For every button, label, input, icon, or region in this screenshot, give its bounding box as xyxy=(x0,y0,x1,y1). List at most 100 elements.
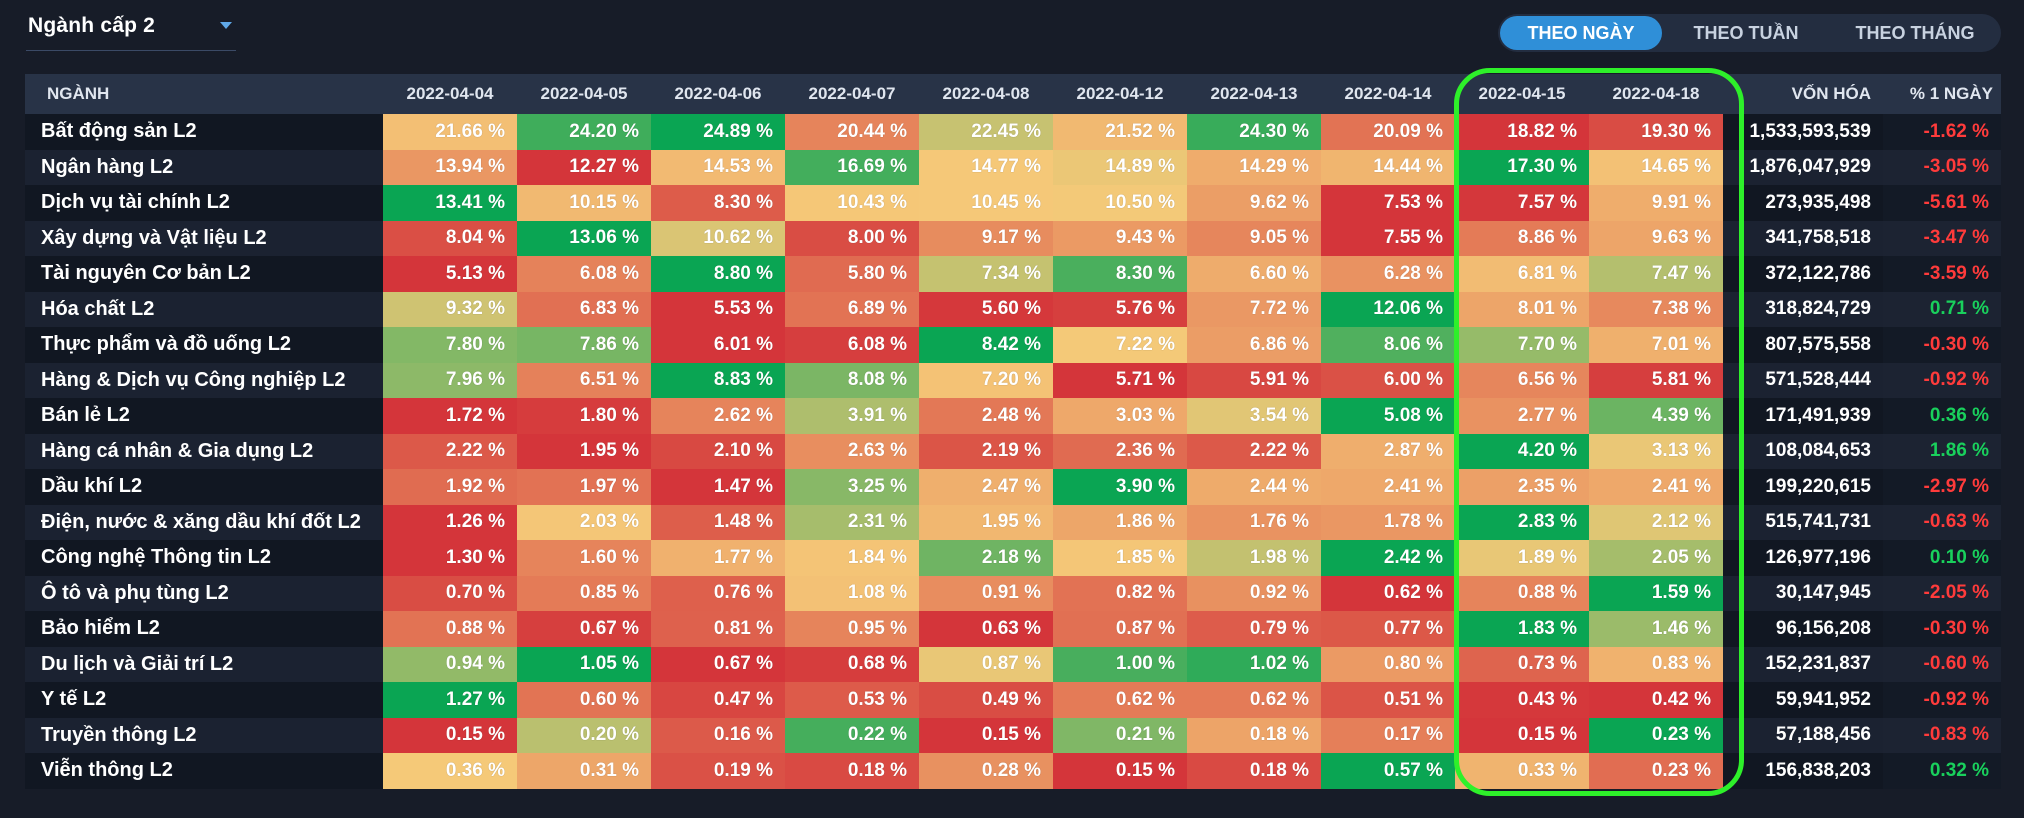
sector-name[interactable]: Hóa chất L2 xyxy=(25,291,383,327)
heat-cell[interactable]: 2.05 % xyxy=(1589,540,1723,576)
heat-cell[interactable]: 6.81 % xyxy=(1455,256,1589,292)
heat-cell[interactable]: 5.53 % xyxy=(651,291,785,327)
heat-cell[interactable]: 2.18 % xyxy=(919,540,1053,576)
heat-cell[interactable]: 7.70 % xyxy=(1455,327,1589,363)
heat-cell[interactable]: 3.91 % xyxy=(785,398,919,434)
heat-cell[interactable]: 1.30 % xyxy=(383,540,517,576)
heat-cell[interactable]: 22.45 % xyxy=(919,114,1053,150)
table-row[interactable]: Hàng & Dịch vụ Công nghiệp L2 7.96 % 6.51 … xyxy=(25,362,2001,398)
heat-cell[interactable]: 2.47 % xyxy=(919,469,1053,505)
heat-cell[interactable]: 0.67 % xyxy=(651,646,785,682)
heat-cell[interactable]: 14.53 % xyxy=(651,149,785,185)
table-row[interactable]: Ngân hàng L2 13.94 % 12.27 % 14.53 % 16.69 %… xyxy=(25,149,2001,185)
heat-cell[interactable]: 0.31 % xyxy=(517,753,651,789)
heat-cell[interactable]: 21.52 % xyxy=(1053,114,1187,150)
heat-cell[interactable]: 0.43 % xyxy=(1455,682,1589,718)
heat-cell[interactable]: 4.39 % xyxy=(1589,398,1723,434)
heat-cell[interactable]: 8.30 % xyxy=(1053,256,1187,292)
heat-cell[interactable]: 6.83 % xyxy=(517,291,651,327)
heat-cell[interactable]: 1.59 % xyxy=(1589,575,1723,611)
header-date[interactable]: 2022-04-12 xyxy=(1053,74,1187,114)
heat-cell[interactable]: 0.81 % xyxy=(651,611,785,647)
heat-cell[interactable]: 0.68 % xyxy=(785,646,919,682)
heat-cell[interactable]: 0.92 % xyxy=(1187,575,1321,611)
heat-cell[interactable]: 14.29 % xyxy=(1187,149,1321,185)
heat-cell[interactable]: 24.20 % xyxy=(517,114,651,150)
heat-cell[interactable]: 0.62 % xyxy=(1187,682,1321,718)
heat-cell[interactable]: 0.79 % xyxy=(1187,611,1321,647)
header-date[interactable]: 2022-04-06 xyxy=(651,74,785,114)
header-date[interactable]: 2022-04-13 xyxy=(1187,74,1321,114)
table-row[interactable]: Bảo hiểm L2 0.88 % 0.67 % 0.81 % 0.95 % 0.63 … xyxy=(25,611,2001,647)
heat-cell[interactable]: 16.69 % xyxy=(785,149,919,185)
table-row[interactable]: Hóa chất L2 9.32 % 6.83 % 5.53 % 6.89 % 5.60 … xyxy=(25,291,2001,327)
heat-cell[interactable]: 12.27 % xyxy=(517,149,651,185)
table-row[interactable]: Y tế L2 1.27 % 0.60 % 0.47 % 0.53 % 0.49 % 0.6… xyxy=(25,682,2001,718)
heat-cell[interactable]: 5.60 % xyxy=(919,291,1053,327)
heat-cell[interactable]: 1.27 % xyxy=(383,682,517,718)
heat-cell[interactable]: 0.15 % xyxy=(919,717,1053,753)
heat-cell[interactable]: 9.63 % xyxy=(1589,220,1723,256)
heat-cell[interactable]: 2.36 % xyxy=(1053,433,1187,469)
sector-name[interactable]: Dịch vụ tài chính L2 xyxy=(25,185,383,221)
heat-cell[interactable]: 2.35 % xyxy=(1455,469,1589,505)
heat-cell[interactable]: 0.62 % xyxy=(1321,575,1455,611)
header-date[interactable]: 2022-04-15 xyxy=(1455,74,1589,114)
heat-cell[interactable]: 0.63 % xyxy=(919,611,1053,647)
heat-cell[interactable]: 13.06 % xyxy=(517,220,651,256)
heat-cell[interactable]: 14.89 % xyxy=(1053,149,1187,185)
heat-cell[interactable]: 2.87 % xyxy=(1321,433,1455,469)
heat-cell[interactable]: 6.86 % xyxy=(1187,327,1321,363)
heat-cell[interactable]: 0.17 % xyxy=(1321,717,1455,753)
heat-cell[interactable]: 20.09 % xyxy=(1321,114,1455,150)
sector-name[interactable]: Điện, nước & xăng dầu khí đốt L2 xyxy=(25,504,383,540)
heat-cell[interactable]: 19.30 % xyxy=(1589,114,1723,150)
heat-cell[interactable]: 1.84 % xyxy=(785,540,919,576)
header-date[interactable]: 2022-04-14 xyxy=(1321,74,1455,114)
heat-cell[interactable]: 8.83 % xyxy=(651,362,785,398)
heat-cell[interactable]: 0.94 % xyxy=(383,646,517,682)
heat-cell[interactable]: 1.95 % xyxy=(919,504,1053,540)
heat-cell[interactable]: 5.08 % xyxy=(1321,398,1455,434)
heat-cell[interactable]: 7.86 % xyxy=(517,327,651,363)
heat-cell[interactable]: 3.13 % xyxy=(1589,433,1723,469)
heat-cell[interactable]: 0.21 % xyxy=(1053,717,1187,753)
sector-name[interactable]: Viễn thông L2 xyxy=(25,753,383,789)
heat-cell[interactable]: 2.62 % xyxy=(651,398,785,434)
heat-cell[interactable]: 3.90 % xyxy=(1053,469,1187,505)
heat-cell[interactable]: 2.77 % xyxy=(1455,398,1589,434)
heat-cell[interactable]: 0.23 % xyxy=(1589,753,1723,789)
heat-cell[interactable]: 5.80 % xyxy=(785,256,919,292)
heat-cell[interactable]: 6.89 % xyxy=(785,291,919,327)
heat-cell[interactable]: 4.20 % xyxy=(1455,433,1589,469)
heat-cell[interactable]: 7.01 % xyxy=(1589,327,1723,363)
heat-cell[interactable]: 1.83 % xyxy=(1455,611,1589,647)
heat-cell[interactable]: 0.88 % xyxy=(383,611,517,647)
heat-cell[interactable]: 10.45 % xyxy=(919,185,1053,221)
heat-cell[interactable]: 9.91 % xyxy=(1589,185,1723,221)
table-row[interactable]: Hàng cá nhân & Gia dụng L2 2.22 % 1.95 % 2.… xyxy=(25,433,2001,469)
sector-level-dropdown[interactable]: Ngành cấp 2 xyxy=(26,10,236,51)
heat-cell[interactable]: 1.92 % xyxy=(383,469,517,505)
sector-name[interactable]: Tài nguyên Cơ bản L2 xyxy=(25,256,383,292)
heat-cell[interactable]: 0.53 % xyxy=(785,682,919,718)
heat-cell[interactable]: 7.55 % xyxy=(1321,220,1455,256)
heat-cell[interactable]: 2.12 % xyxy=(1589,504,1723,540)
header-date[interactable]: 2022-04-18 xyxy=(1589,74,1723,114)
heat-cell[interactable]: 21.66 % xyxy=(383,114,517,150)
heat-cell[interactable]: 10.43 % xyxy=(785,185,919,221)
heat-cell[interactable]: 8.30 % xyxy=(651,185,785,221)
heat-cell[interactable]: 0.85 % xyxy=(517,575,651,611)
table-row[interactable]: Điện, nước & xăng dầu khí đốt L2 1.26 % 2.… xyxy=(25,504,2001,540)
heat-cell[interactable]: 1.47 % xyxy=(651,469,785,505)
heat-cell[interactable]: 5.13 % xyxy=(383,256,517,292)
heat-cell[interactable]: 0.88 % xyxy=(1455,575,1589,611)
heat-cell[interactable]: 1.08 % xyxy=(785,575,919,611)
heat-cell[interactable]: 1.97 % xyxy=(517,469,651,505)
heat-cell[interactable]: 7.47 % xyxy=(1589,256,1723,292)
heat-cell[interactable]: 8.80 % xyxy=(651,256,785,292)
heat-cell[interactable]: 0.87 % xyxy=(919,646,1053,682)
heat-cell[interactable]: 5.71 % xyxy=(1053,362,1187,398)
heat-cell[interactable]: 0.70 % xyxy=(383,575,517,611)
heat-cell[interactable]: 6.08 % xyxy=(517,256,651,292)
